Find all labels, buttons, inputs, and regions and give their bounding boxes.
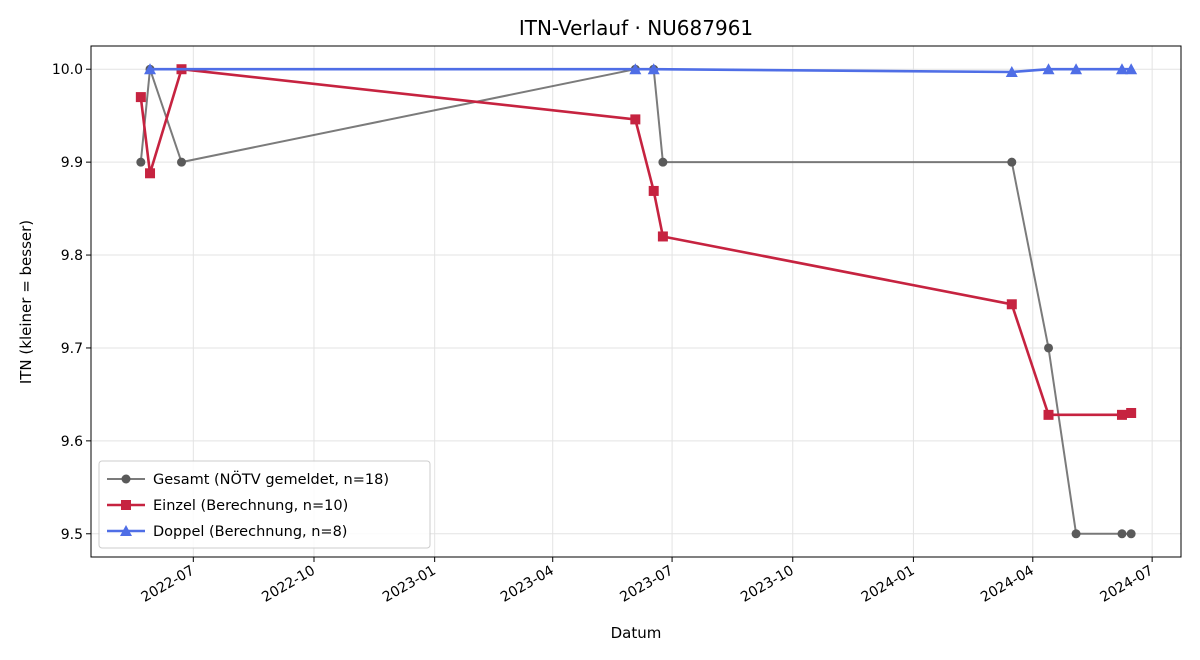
legend-marker <box>121 474 131 484</box>
y-tick-label: 9.5 <box>61 527 83 543</box>
data-point-gesamt <box>177 157 187 167</box>
data-point-doppel <box>1042 63 1055 75</box>
data-point-einzel <box>1116 409 1127 420</box>
series-einzel <box>135 64 1137 420</box>
legend-box <box>98 460 431 549</box>
data-point-doppel <box>1115 63 1128 75</box>
y-tick-label: 9.6 <box>61 434 83 450</box>
legend-item-doppel: Doppel (Berechnung, n=8) <box>107 524 347 540</box>
x-tick-label: 2022-10 <box>259 563 318 606</box>
data-point-einzel <box>1006 299 1017 310</box>
legend-label: Gesamt (NÖTV gemeldet, n=18) <box>153 470 389 488</box>
data-point-doppel <box>1125 63 1138 75</box>
legend-item-gesamt: Gesamt (NÖTV gemeldet, n=18) <box>107 470 389 488</box>
data-point-einzel <box>135 92 146 103</box>
data-point-doppel <box>1070 63 1083 75</box>
x-axis: 2022-07 2022-10 2023-01 2023-04 2023-07 2023-… <box>139 557 1156 606</box>
y-tick-label: 9.9 <box>61 155 83 171</box>
data-point-gesamt <box>1071 529 1081 539</box>
legend-label: Doppel (Berechnung, n=8) <box>153 524 347 540</box>
legend-marker <box>120 525 132 536</box>
data-point-einzel <box>1126 407 1137 418</box>
data-point-einzel <box>657 231 668 242</box>
data-point-gesamt <box>658 157 668 167</box>
y-axis-label: ITN (kleiner = besser) <box>17 220 35 384</box>
plot-frame <box>90 45 1182 558</box>
data-point-einzel <box>1043 409 1054 420</box>
y-tick-label: 10.0 <box>52 62 83 78</box>
x-tick-label: 2023-10 <box>738 563 797 606</box>
data-point-gesamt <box>1126 529 1136 539</box>
legend-item-einzel: Einzel (Berechnung, n=10) <box>107 498 348 514</box>
y-tick-label: 9.7 <box>61 341 83 357</box>
data-point-gesamt <box>1117 529 1127 539</box>
x-tick-label: 2023-01 <box>380 563 439 606</box>
x-tick-label: 2024-04 <box>978 563 1037 606</box>
data-point-einzel <box>648 185 659 196</box>
x-tick-label: 2024-01 <box>859 563 918 606</box>
data-point-einzel <box>630 114 641 125</box>
chart-title: ITN-Verlauf · NU687961 <box>519 16 753 40</box>
series-doppel <box>144 63 1138 78</box>
y-axis: 9.5 9.6 9.7 9.8 9.9 10.0 <box>52 62 91 543</box>
data-point-gesamt <box>136 157 146 167</box>
data-point-doppel <box>144 63 157 75</box>
legend-label: Einzel (Berechnung, n=10) <box>153 498 348 514</box>
data-point-doppel <box>629 63 642 75</box>
series-layer <box>135 63 1138 539</box>
y-tick-label: 9.8 <box>61 248 83 264</box>
x-axis-label: Datum <box>611 624 662 642</box>
legend-marker <box>121 500 131 510</box>
data-point-doppel <box>647 63 660 75</box>
series-line-einzel <box>139 67 1132 417</box>
data-point-einzel <box>145 168 156 179</box>
x-tick-label: 2022-07 <box>139 563 198 606</box>
data-point-gesamt <box>1044 343 1054 353</box>
x-tick-label: 2023-07 <box>617 563 676 606</box>
x-tick-label: 2024-07 <box>1097 563 1156 606</box>
x-tick-label: 2023-04 <box>498 563 557 606</box>
data-point-doppel <box>1005 66 1018 78</box>
legend: Gesamt (NÖTV gemeldet, n=18) Einzel (Bere… <box>98 460 431 549</box>
data-point-gesamt <box>1007 157 1017 167</box>
